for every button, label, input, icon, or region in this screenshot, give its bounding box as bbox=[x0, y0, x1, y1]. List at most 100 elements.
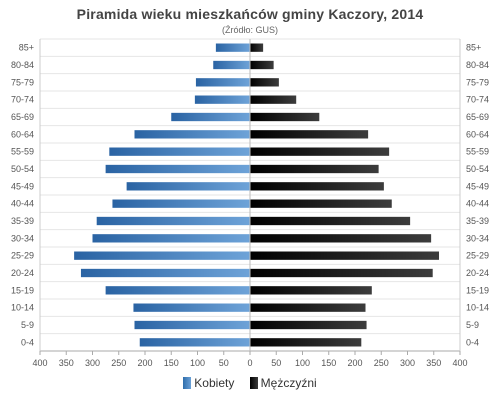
y-tick-label-left: 75-79 bbox=[11, 77, 34, 87]
chart-legend: Kobiety Mężczyźni bbox=[0, 376, 500, 390]
bar-mezczyzni bbox=[250, 338, 362, 347]
bar-mezczyzni bbox=[250, 320, 367, 330]
bar-mezczyzni bbox=[250, 216, 411, 226]
bar-kobiety bbox=[112, 199, 250, 208]
bar-kobiety bbox=[171, 112, 250, 122]
x-tick-label: 250 bbox=[111, 358, 126, 368]
x-tick-label: 50 bbox=[219, 358, 229, 368]
bar-mezczyzni bbox=[250, 268, 433, 278]
y-tick-label-right: 75-79 bbox=[466, 77, 489, 87]
legend-item-mezczyzni[interactable]: Mężczyźni bbox=[249, 376, 317, 390]
y-tick-label-right: 30-34 bbox=[466, 233, 489, 243]
y-tick-label-right: 10-14 bbox=[466, 303, 489, 313]
bar-mezczyzni bbox=[250, 303, 366, 312]
legend-swatch-mezczyzni bbox=[249, 377, 258, 389]
bar-mezczyzni bbox=[250, 234, 432, 243]
bar-kobiety bbox=[133, 303, 250, 312]
x-tick-label: 300 bbox=[85, 358, 100, 368]
bar-kobiety bbox=[134, 130, 250, 139]
bar-mezczyzni bbox=[250, 164, 379, 174]
y-tick-label-right: 20-24 bbox=[466, 268, 489, 278]
x-tick-label: 350 bbox=[426, 358, 441, 368]
y-tick-label-right: 25-29 bbox=[466, 251, 489, 261]
bar-mezczyzni bbox=[250, 95, 297, 104]
y-tick-label-left: 55-59 bbox=[11, 147, 34, 157]
y-tick-label-right: 35-39 bbox=[466, 216, 489, 226]
x-tick-label: 100 bbox=[295, 358, 310, 368]
y-tick-label-left: 40-44 bbox=[11, 199, 34, 209]
bar-kobiety bbox=[195, 78, 250, 87]
y-tick-label-right: 50-54 bbox=[466, 164, 489, 174]
bar-kobiety bbox=[215, 43, 250, 52]
y-tick-label-left: 25-29 bbox=[11, 251, 34, 261]
bar-kobiety bbox=[80, 268, 250, 278]
x-tick-label: 250 bbox=[374, 358, 389, 368]
bar-mezczyzni bbox=[250, 130, 369, 139]
x-tick-label: 150 bbox=[321, 358, 336, 368]
y-tick-label-left: 60-64 bbox=[11, 129, 34, 139]
y-tick-label-left: 35-39 bbox=[11, 216, 34, 226]
legend-swatch-kobiety bbox=[183, 377, 192, 389]
y-tick-label-left: 80-84 bbox=[11, 60, 34, 70]
bar-kobiety bbox=[194, 95, 250, 104]
y-tick-label-right: 55-59 bbox=[466, 147, 489, 157]
bar-kobiety bbox=[105, 286, 250, 295]
bar-kobiety bbox=[139, 338, 250, 347]
bar-kobiety bbox=[134, 320, 250, 330]
y-tick-label-left: 45-49 bbox=[11, 181, 34, 191]
y-tick-label-left: 50-54 bbox=[11, 164, 34, 174]
bar-mezczyzni bbox=[250, 147, 390, 156]
x-tick-label: 50 bbox=[271, 358, 281, 368]
x-tick-label: 400 bbox=[452, 358, 467, 368]
bar-mezczyzni bbox=[250, 43, 264, 52]
bar-kobiety bbox=[92, 234, 250, 243]
y-tick-label-left: 15-19 bbox=[11, 285, 34, 295]
y-tick-label-right: 80-84 bbox=[466, 60, 489, 70]
y-tick-label-right: 70-74 bbox=[466, 95, 489, 105]
bar-kobiety bbox=[96, 216, 250, 226]
bar-mezczyzni bbox=[250, 112, 320, 122]
y-tick-label-right: 60-64 bbox=[466, 129, 489, 139]
bar-mezczyzni bbox=[250, 78, 279, 87]
y-tick-label-right: 65-69 bbox=[466, 112, 489, 122]
chart-title: Piramida wieku mieszkańców gminy Kaczory… bbox=[76, 6, 424, 22]
bar-mezczyzni bbox=[250, 286, 372, 295]
y-tick-label-right: 45-49 bbox=[466, 181, 489, 191]
bar-kobiety bbox=[105, 164, 250, 174]
y-tick-label-left: 30-34 bbox=[11, 233, 34, 243]
bar-kobiety bbox=[74, 251, 250, 260]
y-tick-label-left: 85+ bbox=[19, 43, 34, 53]
legend-label-mezczyzni: Mężczyźni bbox=[260, 376, 317, 390]
bar-kobiety bbox=[213, 60, 250, 70]
y-tick-label-left: 70-74 bbox=[11, 95, 34, 105]
x-tick-label: 350 bbox=[59, 358, 74, 368]
x-tick-label: 100 bbox=[190, 358, 205, 368]
chart-subtitle: (Źródło: GUS) bbox=[221, 25, 278, 35]
y-tick-label-left: 10-14 bbox=[11, 303, 34, 313]
y-tick-label-left: 0-4 bbox=[21, 337, 34, 347]
legend-label-kobiety: Kobiety bbox=[194, 376, 235, 390]
x-tick-label: 150 bbox=[164, 358, 179, 368]
bar-mezczyzni bbox=[250, 60, 274, 70]
y-tick-label-right: 15-19 bbox=[466, 285, 489, 295]
bar-mezczyzni bbox=[250, 199, 392, 208]
y-tick-label-right: 0-4 bbox=[466, 337, 479, 347]
x-tick-label: 300 bbox=[400, 358, 415, 368]
bar-mezczyzni bbox=[250, 251, 439, 260]
bar-kobiety bbox=[109, 147, 250, 156]
x-tick-label: 0 bbox=[247, 358, 252, 368]
y-tick-label-left: 20-24 bbox=[11, 268, 34, 278]
y-tick-label-right: 5-9 bbox=[466, 320, 479, 330]
x-tick-label: 200 bbox=[137, 358, 152, 368]
y-tick-label-left: 5-9 bbox=[21, 320, 34, 330]
x-tick-label: 200 bbox=[347, 358, 362, 368]
y-tick-label-right: 40-44 bbox=[466, 199, 489, 209]
y-tick-label-right: 85+ bbox=[466, 43, 481, 53]
y-tick-label-left: 65-69 bbox=[11, 112, 34, 122]
bar-mezczyzni bbox=[250, 182, 384, 191]
bar-kobiety bbox=[126, 182, 250, 191]
legend-item-kobiety[interactable]: Kobiety bbox=[183, 376, 234, 390]
x-tick-label: 400 bbox=[32, 358, 47, 368]
